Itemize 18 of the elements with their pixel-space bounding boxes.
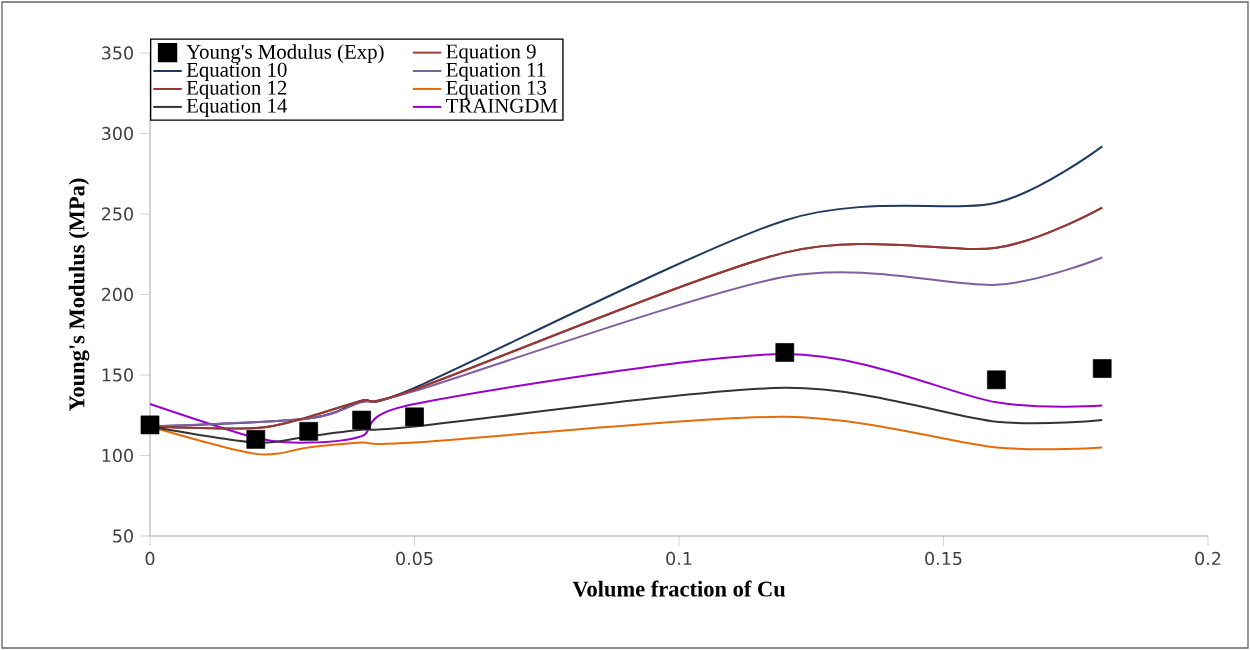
y-tick-label: 300 [102, 126, 133, 141]
x-axis-title: Volume fraction of Cu [572, 580, 786, 597]
x-tick-label: 0 [145, 551, 155, 566]
legend-label: Equation 13 [446, 80, 547, 100]
y-axis-title: Young's Modulus (MPa) [68, 178, 90, 411]
y-tick-label: 50 [113, 529, 133, 543]
x-tick-label: 0.1 [666, 551, 692, 566]
y-tick-label: 200 [102, 287, 133, 302]
y-tick-label: 150 [102, 368, 133, 382]
y-tick-label: 100 [102, 448, 133, 463]
legend-label: Equation 9 [446, 44, 536, 63]
y-tick-label: 350 [102, 46, 133, 60]
y-tick-label: 250 [102, 207, 133, 221]
x-tick-label: 0.15 [925, 551, 962, 566]
x-tick-label: 0.05 [396, 551, 433, 566]
x-tick-label: 0.2 [1195, 551, 1221, 566]
legend-label: Equation 14 [186, 98, 288, 118]
legend-label: TRAINGDM [446, 98, 558, 113]
